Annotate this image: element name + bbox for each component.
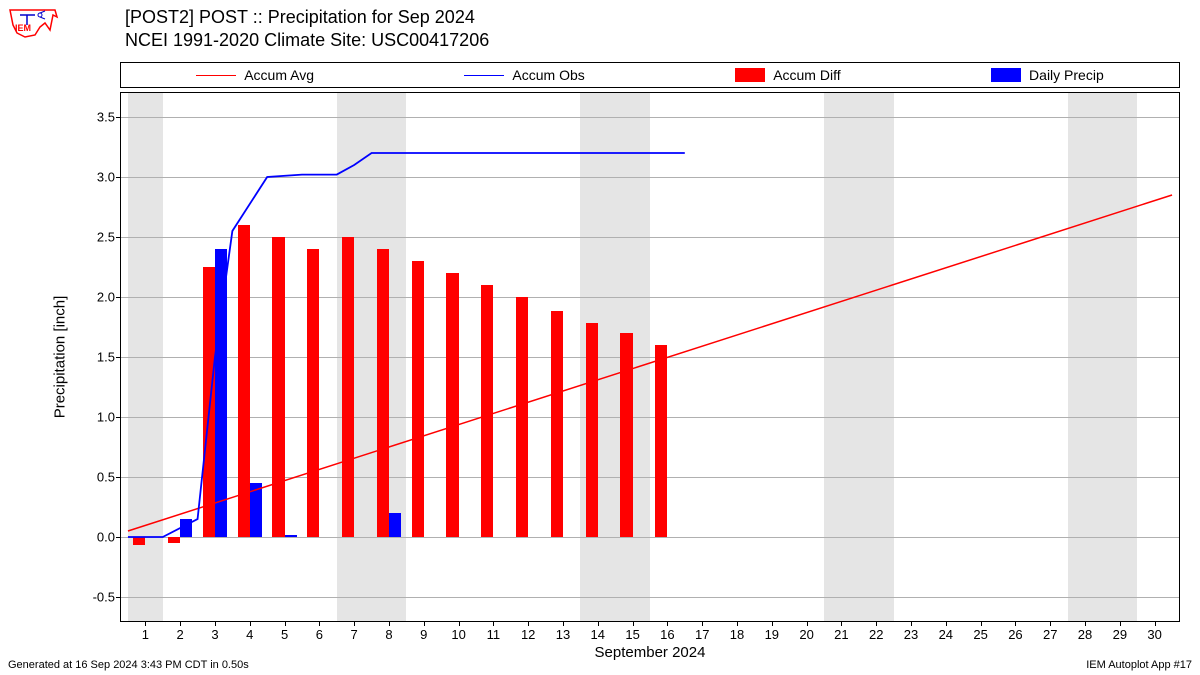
chart-title: [POST2] POST :: Precipitation for Sep 20… bbox=[125, 6, 489, 51]
ytick-mark bbox=[116, 417, 121, 418]
legend-line-blue bbox=[464, 75, 504, 76]
xtick-mark bbox=[250, 621, 251, 626]
ytick-mark bbox=[116, 117, 121, 118]
xtick-mark bbox=[807, 621, 808, 626]
xtick-mark bbox=[145, 621, 146, 626]
line-layer bbox=[121, 93, 1179, 621]
accum-avg-line bbox=[128, 195, 1172, 531]
legend-label: Accum Diff bbox=[773, 67, 840, 83]
plot-area: -0.50.00.51.01.52.02.53.03.5123456789101… bbox=[120, 92, 1180, 622]
iem-logo: IEM bbox=[5, 5, 60, 45]
accum-obs-line bbox=[128, 153, 685, 537]
legend-label: Accum Avg bbox=[244, 67, 314, 83]
ytick-mark bbox=[116, 537, 121, 538]
xtick-mark bbox=[180, 621, 181, 626]
xtick-mark bbox=[319, 621, 320, 626]
chart-container: IEM [POST2] POST :: Precipitation for Se… bbox=[0, 0, 1200, 675]
xtick-mark bbox=[841, 621, 842, 626]
legend-box-red bbox=[735, 68, 765, 82]
xtick-mark bbox=[389, 621, 390, 626]
xtick-mark bbox=[946, 621, 947, 626]
xtick-mark bbox=[1120, 621, 1121, 626]
xtick-mark bbox=[667, 621, 668, 626]
ytick-mark bbox=[116, 477, 121, 478]
footer-app: IEM Autoplot App #17 bbox=[1086, 659, 1192, 671]
ytick-mark bbox=[116, 237, 121, 238]
xtick-mark bbox=[1015, 621, 1016, 626]
ytick-mark bbox=[116, 597, 121, 598]
title-line-2: NCEI 1991-2020 Climate Site: USC00417206 bbox=[125, 29, 489, 52]
xtick-mark bbox=[493, 621, 494, 626]
ytick-mark bbox=[116, 357, 121, 358]
ytick-mark bbox=[116, 177, 121, 178]
xtick-mark bbox=[702, 621, 703, 626]
legend-item-accum-obs: Accum Obs bbox=[464, 67, 584, 83]
xtick-mark bbox=[633, 621, 634, 626]
xtick-mark bbox=[354, 621, 355, 626]
xtick-mark bbox=[1155, 621, 1156, 626]
legend: Accum Avg Accum Obs Accum Diff Daily Pre… bbox=[120, 62, 1180, 88]
xtick-mark bbox=[215, 621, 216, 626]
xtick-mark bbox=[981, 621, 982, 626]
xtick-mark bbox=[876, 621, 877, 626]
legend-label: Daily Precip bbox=[1029, 67, 1104, 83]
xtick-mark bbox=[772, 621, 773, 626]
svg-text:IEM: IEM bbox=[15, 23, 31, 33]
xtick-mark bbox=[911, 621, 912, 626]
xtick-mark bbox=[1050, 621, 1051, 626]
legend-label: Accum Obs bbox=[512, 67, 584, 83]
xtick-mark bbox=[598, 621, 599, 626]
xtick-mark bbox=[737, 621, 738, 626]
xtick-mark bbox=[563, 621, 564, 626]
ytick-mark bbox=[116, 297, 121, 298]
x-axis-label: September 2024 bbox=[595, 644, 706, 661]
legend-line-red bbox=[196, 75, 236, 76]
xtick-mark bbox=[528, 621, 529, 626]
legend-item-accum-diff: Accum Diff bbox=[735, 67, 840, 83]
legend-box-blue bbox=[991, 68, 1021, 82]
xtick-mark bbox=[1085, 621, 1086, 626]
xtick-mark bbox=[459, 621, 460, 626]
xtick-mark bbox=[424, 621, 425, 626]
y-axis-label: Precipitation [inch] bbox=[52, 296, 69, 419]
footer-generated: Generated at 16 Sep 2024 3:43 PM CDT in … bbox=[8, 659, 249, 671]
title-line-1: [POST2] POST :: Precipitation for Sep 20… bbox=[125, 6, 489, 29]
legend-item-accum-avg: Accum Avg bbox=[196, 67, 314, 83]
legend-item-daily-precip: Daily Precip bbox=[991, 67, 1104, 83]
xtick-mark bbox=[285, 621, 286, 626]
